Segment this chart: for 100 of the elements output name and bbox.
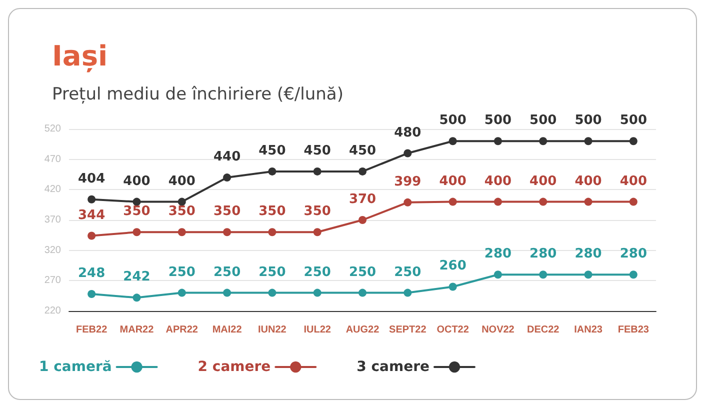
- data-label: 400: [123, 174, 150, 189]
- data-label: 350: [213, 204, 241, 220]
- data-label: 440: [213, 150, 241, 165]
- point: [404, 198, 412, 206]
- data-label: 399: [394, 174, 422, 190]
- point: [539, 270, 548, 279]
- point: [132, 228, 141, 236]
- data-label: 400: [620, 174, 647, 189]
- point: [629, 270, 638, 279]
- data-label: 450: [304, 143, 331, 158]
- x-tick-label: AUG22: [346, 324, 380, 336]
- point: [268, 228, 276, 236]
- x-tick-label: MAI22: [212, 324, 242, 336]
- data-label: 250: [348, 264, 376, 280]
- data-label: 250: [213, 264, 241, 280]
- y-tick-label: 420: [44, 184, 62, 196]
- x-tick-label: OCT22: [436, 324, 470, 336]
- data-label: 400: [530, 174, 557, 189]
- data-label: 248: [78, 266, 106, 282]
- data-label: 400: [574, 174, 602, 189]
- point: [223, 228, 232, 236]
- chart-title: Iași: [52, 40, 108, 72]
- data-label: 400: [168, 174, 196, 189]
- x-tick-label: FEB22: [76, 324, 108, 336]
- data-label: 500: [530, 113, 557, 128]
- point: [448, 137, 457, 146]
- point: [629, 137, 638, 146]
- x-tick-label: IUN22: [258, 324, 287, 336]
- point: [358, 288, 366, 297]
- data-label: 350: [258, 204, 286, 220]
- y-tick-label: 220: [44, 306, 62, 316]
- x-tick-label: APR22: [166, 324, 198, 336]
- data-label: 280: [484, 246, 512, 262]
- data-label: 250: [258, 264, 286, 280]
- y-tick-label: 520: [44, 124, 62, 134]
- point: [358, 216, 366, 224]
- data-label: 280: [530, 246, 557, 262]
- point: [494, 198, 502, 206]
- point: [539, 137, 548, 146]
- y-tick-label: 270: [44, 275, 62, 286]
- data-label: 344: [78, 208, 106, 223]
- data-label: 280: [574, 246, 602, 262]
- point: [448, 282, 457, 291]
- legend-label: 1 cameră: [39, 359, 112, 375]
- data-label: 500: [484, 113, 512, 128]
- point: [132, 294, 141, 302]
- y-tick-label: 320: [44, 244, 62, 256]
- point: [584, 270, 592, 279]
- point: [178, 288, 186, 297]
- point: [404, 149, 412, 158]
- legend-label: 3 camere: [356, 359, 430, 375]
- point: [88, 232, 96, 240]
- data-label: 400: [439, 174, 466, 189]
- data-label: 280: [620, 246, 647, 262]
- x-tick-label: NOV22: [482, 324, 515, 336]
- data-label: 242: [123, 270, 150, 285]
- point: [88, 195, 96, 204]
- point: [494, 270, 502, 279]
- point: [584, 198, 592, 206]
- point: [313, 228, 322, 236]
- x-tick-label: MAR22: [120, 324, 154, 336]
- point: [268, 167, 276, 176]
- data-label: 350: [123, 204, 150, 220]
- point: [448, 198, 457, 206]
- data-label: 250: [168, 264, 196, 280]
- point: [404, 288, 412, 297]
- point: [358, 167, 366, 176]
- legend-label: 2 camere: [198, 359, 271, 375]
- x-tick-label: FEB23: [618, 324, 650, 336]
- point: [313, 167, 322, 176]
- data-label: 370: [348, 192, 376, 207]
- x-tick-label: DEC22: [526, 324, 560, 336]
- data-label: 250: [394, 264, 422, 280]
- point: [88, 290, 96, 298]
- data-label: 500: [439, 113, 466, 128]
- data-label: 350: [304, 204, 331, 220]
- chart-subtitle: Prețul mediu de închiriere (€/lună): [52, 84, 344, 104]
- data-label: 450: [348, 143, 376, 158]
- point: [494, 137, 502, 146]
- data-label: 500: [574, 113, 602, 128]
- data-label: 480: [394, 125, 422, 140]
- data-label: 500: [620, 113, 647, 128]
- y-tick-label: 370: [44, 214, 62, 226]
- point: [629, 198, 638, 206]
- data-label: 450: [258, 143, 286, 158]
- point: [584, 137, 592, 146]
- point: [539, 198, 548, 206]
- x-tick-label: IUL22: [304, 324, 332, 336]
- data-label: 250: [304, 264, 331, 280]
- data-label: 350: [168, 204, 196, 220]
- data-label: 260: [439, 258, 466, 274]
- data-label: 400: [484, 174, 512, 189]
- x-tick-label: SEPT22: [389, 324, 427, 336]
- point: [178, 228, 186, 236]
- y-tick-label: 470: [44, 154, 62, 165]
- point: [313, 288, 322, 297]
- x-tick-label: IAN23: [574, 324, 603, 336]
- data-label: 404: [78, 171, 106, 186]
- point: [268, 288, 276, 297]
- point: [223, 288, 232, 297]
